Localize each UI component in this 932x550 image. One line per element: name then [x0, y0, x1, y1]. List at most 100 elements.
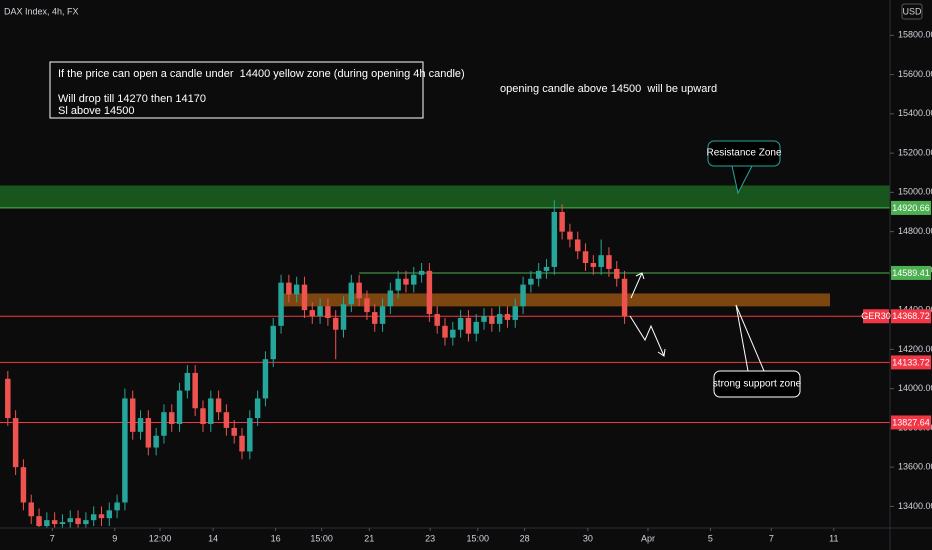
candle-body	[270, 325, 276, 360]
price-label-bg	[891, 355, 931, 370]
candle-body	[231, 427, 237, 436]
axes: 13400.0013600.0013800.0014000.0014200.00…	[50, 30, 932, 544]
note-line: Sl above 14500	[58, 105, 134, 117]
zone	[281, 293, 831, 307]
candle-body	[434, 314, 440, 326]
candle-body	[239, 435, 245, 452]
y-tick-label: 15200.00	[898, 147, 932, 157]
x-tick-label: 16	[271, 533, 281, 543]
candle-body	[489, 316, 495, 324]
levels	[0, 207, 890, 423]
y-tick-label: 15800.00	[898, 30, 932, 40]
candle-body	[129, 398, 136, 432]
x-tick-label: 12:00	[149, 533, 172, 543]
x-tick-label: 23	[425, 533, 435, 543]
candle-body	[332, 317, 339, 330]
y-tick-label: 13600.00	[898, 462, 932, 472]
candle-body	[535, 270, 542, 279]
price-label: 13827.64	[892, 417, 930, 427]
x-tick-label: 28	[520, 533, 530, 543]
candle-body	[44, 520, 50, 527]
candle-body	[418, 270, 425, 275]
candle-body	[184, 372, 191, 391]
y-tick-label: 15400.00	[898, 108, 932, 118]
candle-body	[606, 255, 612, 269]
x-tick-label: 15:00	[467, 533, 490, 543]
x-tick-label: 7	[769, 533, 774, 543]
arrow-down	[629, 315, 666, 357]
candle-body	[262, 359, 269, 399]
candle-body	[512, 306, 518, 320]
price-label-bg	[891, 309, 931, 324]
price-label-bg	[891, 265, 931, 280]
currency: USD	[902, 6, 922, 16]
candles	[5, 200, 628, 528]
candle-body	[51, 520, 58, 525]
candle-body	[83, 520, 89, 525]
candle-body	[90, 514, 97, 521]
candle-body	[20, 467, 27, 503]
candle-body	[36, 516, 42, 527]
price-label: 14133.72	[892, 357, 930, 367]
x-tick-label: 21	[364, 533, 374, 543]
y-tick-label: 14200.00	[898, 344, 932, 354]
candle-body	[504, 314, 511, 320]
candle-body	[590, 263, 597, 267]
candle-body	[317, 306, 323, 317]
zones	[0, 185, 890, 307]
candle-body	[75, 518, 81, 525]
candle-body	[457, 317, 464, 330]
candle-body	[567, 231, 573, 240]
y-tick-label: 15600.00	[898, 69, 932, 79]
candle-body	[481, 316, 487, 322]
y-tick-label: 14000.00	[898, 383, 932, 393]
candle-body	[356, 282, 362, 299]
candle-body	[340, 304, 347, 330]
price-label-bg	[891, 200, 931, 215]
candle-body	[301, 284, 308, 311]
note: opening candle above 14500 will be upwar…	[500, 83, 717, 95]
candle-body	[403, 278, 409, 285]
candle-body	[176, 390, 183, 424]
candle-body	[278, 282, 284, 326]
price-label: 14368.72	[892, 311, 930, 321]
x-tick-label: 5	[708, 533, 713, 543]
candle-body	[169, 412, 175, 424]
note-line: If the price can open a candle under 144…	[58, 68, 465, 80]
candle-body	[387, 290, 394, 307]
x-tick-label: 14	[208, 533, 218, 543]
candle-body	[293, 284, 300, 295]
chart-title: DAX Index, 4h, FX	[4, 6, 79, 16]
y-tick-label: 15000.00	[898, 187, 932, 197]
candle-body	[551, 211, 558, 267]
price-label: 14920.66	[892, 203, 930, 213]
candle-body	[215, 398, 222, 413]
candle-body	[598, 255, 604, 267]
callout-text: strong support zone	[713, 379, 802, 390]
candle-body	[161, 412, 167, 436]
candle-body	[153, 435, 159, 448]
candle-body	[122, 398, 128, 503]
candle-body	[28, 502, 34, 517]
candle-body	[543, 266, 550, 271]
candle-body	[223, 412, 230, 428]
y-tick-label: 13400.00	[898, 501, 932, 511]
candle-body	[442, 325, 448, 338]
callout-text: Resistance Zone	[706, 148, 781, 159]
candle-body	[348, 282, 355, 305]
x-tick-label: 11	[829, 533, 838, 543]
note-box	[49, 61, 424, 119]
candle-body	[450, 329, 456, 338]
candle-body	[200, 408, 206, 424]
candle-body	[12, 418, 19, 468]
callout-box	[707, 140, 781, 167]
candle-body	[286, 282, 292, 295]
price-label: 14589.41	[892, 268, 930, 278]
x-tick-label: 30	[583, 533, 593, 543]
candle-body	[254, 398, 261, 419]
candle-body	[372, 312, 378, 324]
zone	[0, 185, 890, 209]
candle-body	[496, 314, 503, 324]
note-line: Will drop till 14270 then 14170	[58, 93, 206, 105]
